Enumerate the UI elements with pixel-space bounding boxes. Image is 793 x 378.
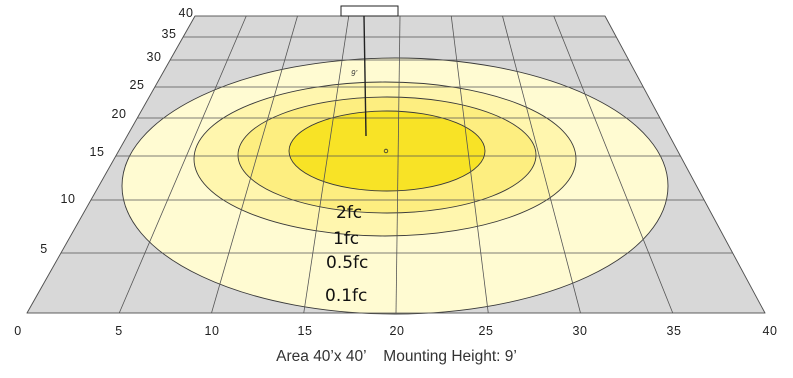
fixture-center-point [383, 148, 389, 154]
y-tick-20: 20 [112, 107, 127, 121]
grid-col-line-3 [303, 15, 350, 314]
contour-label-0-1fc: 0.1fc [325, 286, 367, 306]
y-axis-ticks: 5 10 15 20 25 30 35 40 [40, 6, 193, 256]
y-tick-25: 25 [130, 78, 145, 92]
x-tick-10: 10 [205, 324, 220, 338]
x-tick-5: 5 [115, 324, 122, 338]
fixture-pole [363, 15, 367, 137]
x-tick-25: 25 [479, 324, 494, 338]
floor-grid [26, 15, 766, 314]
x-tick-15: 15 [298, 324, 313, 338]
mounting-height-label: 9’ [351, 69, 357, 78]
x-tick-0: 0 [14, 324, 21, 338]
fixture-marker: 9’ [340, 5, 399, 154]
x-tick-40: 40 [763, 324, 778, 338]
x-tick-30: 30 [573, 324, 588, 338]
grid-col-line-6 [502, 15, 581, 314]
x-tick-20: 20 [390, 324, 405, 338]
grid-col-line-0 [26, 15, 196, 314]
y-tick-15: 15 [90, 145, 105, 159]
grid-col-line-7 [553, 15, 674, 314]
grid-col-line-5 [450, 15, 489, 314]
grid-col-line-4 [395, 15, 401, 314]
y-tick-10: 10 [61, 192, 76, 206]
grid-col-line-1 [118, 15, 247, 314]
y-tick-5: 5 [40, 242, 47, 256]
contour-label-2fc: 2fc [336, 203, 362, 223]
contour-label-0-5fc: 0.5fc [326, 253, 368, 273]
area-caption: Area 40’x 40’ [276, 348, 367, 365]
contour-label-1fc: 1fc [333, 229, 359, 249]
contour-2fc [288, 110, 486, 192]
fixture-bar [340, 5, 399, 17]
y-tick-35: 35 [162, 27, 177, 41]
grid-col-line-8 [604, 15, 766, 314]
diagram-caption: Area 40’x 40’ Mounting Height: 9’ [0, 348, 793, 366]
x-axis-ticks: 0 5 10 15 20 25 30 35 40 [14, 324, 777, 338]
y-tick-40: 40 [179, 6, 194, 20]
grid-col-line-2 [211, 15, 298, 314]
x-tick-35: 35 [667, 324, 682, 338]
mounting-height-caption: Mounting Height: 9’ [383, 348, 517, 365]
y-tick-30: 30 [147, 50, 162, 64]
